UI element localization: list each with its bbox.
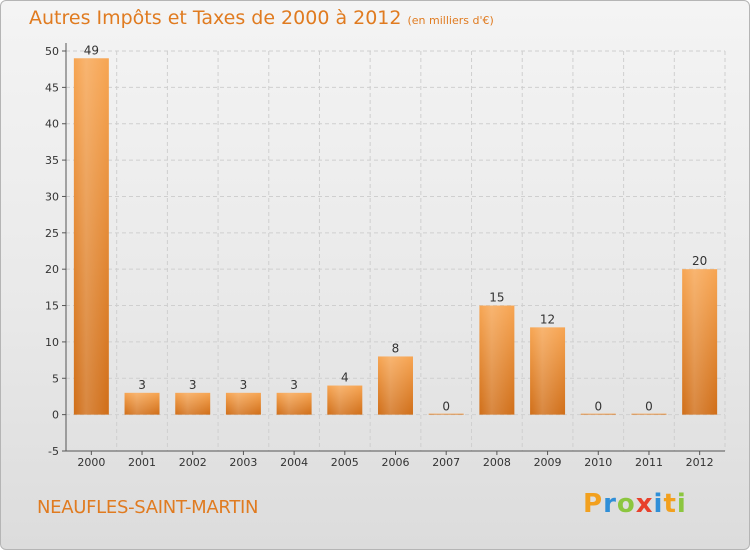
y-tick-label: -5 (48, 445, 59, 458)
y-tick-label: 50 (45, 45, 59, 58)
data-label: 0 (594, 400, 602, 414)
y-tick-label: 0 (52, 409, 59, 422)
brand-logo-letter: i (653, 489, 664, 519)
data-label: 4 (341, 371, 349, 385)
brand-logo-letter: t (663, 489, 677, 519)
y-tick-label: 40 (45, 118, 59, 131)
data-label: 8 (392, 341, 400, 355)
brand-logo: Proxiti (583, 489, 687, 519)
y-tick-label: 30 (45, 190, 59, 203)
chart-title: Autres Impôts et Taxes de 2000 à 2012 (en… (29, 7, 494, 29)
axes (62, 43, 725, 455)
data-label: 49 (84, 43, 99, 57)
brand-logo-letter: i (676, 489, 687, 519)
bar-highlight (530, 327, 566, 415)
x-tick-label: 2002 (179, 456, 207, 469)
data-label: 0 (442, 400, 450, 414)
x-tick-label: 2009 (534, 456, 562, 469)
x-tick-label: 2000 (77, 456, 105, 469)
data-label: 3 (138, 378, 146, 392)
y-tick-label: 15 (45, 300, 59, 313)
x-tick-label: 2010 (584, 456, 612, 469)
x-tick-label: 2005 (331, 456, 359, 469)
bars (73, 58, 718, 415)
brand-logo-letter: x (635, 489, 654, 519)
bar-highlight (428, 413, 464, 415)
y-tick-label: 35 (45, 154, 59, 167)
x-tick-label: 2003 (229, 456, 257, 469)
chart-subtitle: (en milliers d'€) (407, 14, 494, 27)
x-tick-label: 2012 (686, 456, 714, 469)
y-tick-label: 20 (45, 263, 59, 276)
labels: -505101520253035404550200049200132002320… (45, 43, 714, 469)
bar-highlight (378, 356, 413, 415)
bar-highlight (124, 392, 160, 415)
bar-highlight (73, 58, 109, 415)
x-tick-label: 2004 (280, 456, 308, 469)
data-label: 12 (540, 312, 555, 326)
data-label: 3 (240, 378, 248, 392)
x-tick-label: 2001 (128, 456, 156, 469)
data-label: 3 (189, 378, 197, 392)
brand-logo-letter: r (603, 489, 617, 519)
bar-highlight (225, 392, 261, 415)
y-tick-label: 10 (45, 336, 59, 349)
bar-highlight (580, 413, 616, 415)
brand-logo-letter: P (583, 489, 604, 519)
data-label: 0 (645, 400, 653, 414)
bar-highlight (682, 269, 718, 415)
x-tick-label: 2011 (635, 456, 663, 469)
y-tick-label: 25 (45, 227, 59, 240)
brand-logo-letter: o (616, 489, 636, 519)
y-tick-label: 45 (45, 81, 59, 94)
y-tick-label: 5 (52, 372, 59, 385)
x-tick-label: 2008 (483, 456, 511, 469)
bar-highlight (479, 305, 515, 415)
x-tick-label: 2007 (432, 456, 460, 469)
commune-name: NEAUFLES-SAINT-MARTIN (37, 497, 259, 518)
bar-highlight (276, 392, 312, 415)
bar-highlight (175, 392, 211, 415)
data-label: 3 (290, 378, 298, 392)
bar-highlight (327, 385, 363, 415)
data-label: 15 (489, 291, 504, 305)
bar-highlight (631, 413, 667, 415)
chart-title-text: Autres Impôts et Taxes de 2000 à 2012 (29, 7, 402, 29)
x-tick-label: 2006 (382, 456, 410, 469)
data-label: 20 (692, 254, 707, 268)
